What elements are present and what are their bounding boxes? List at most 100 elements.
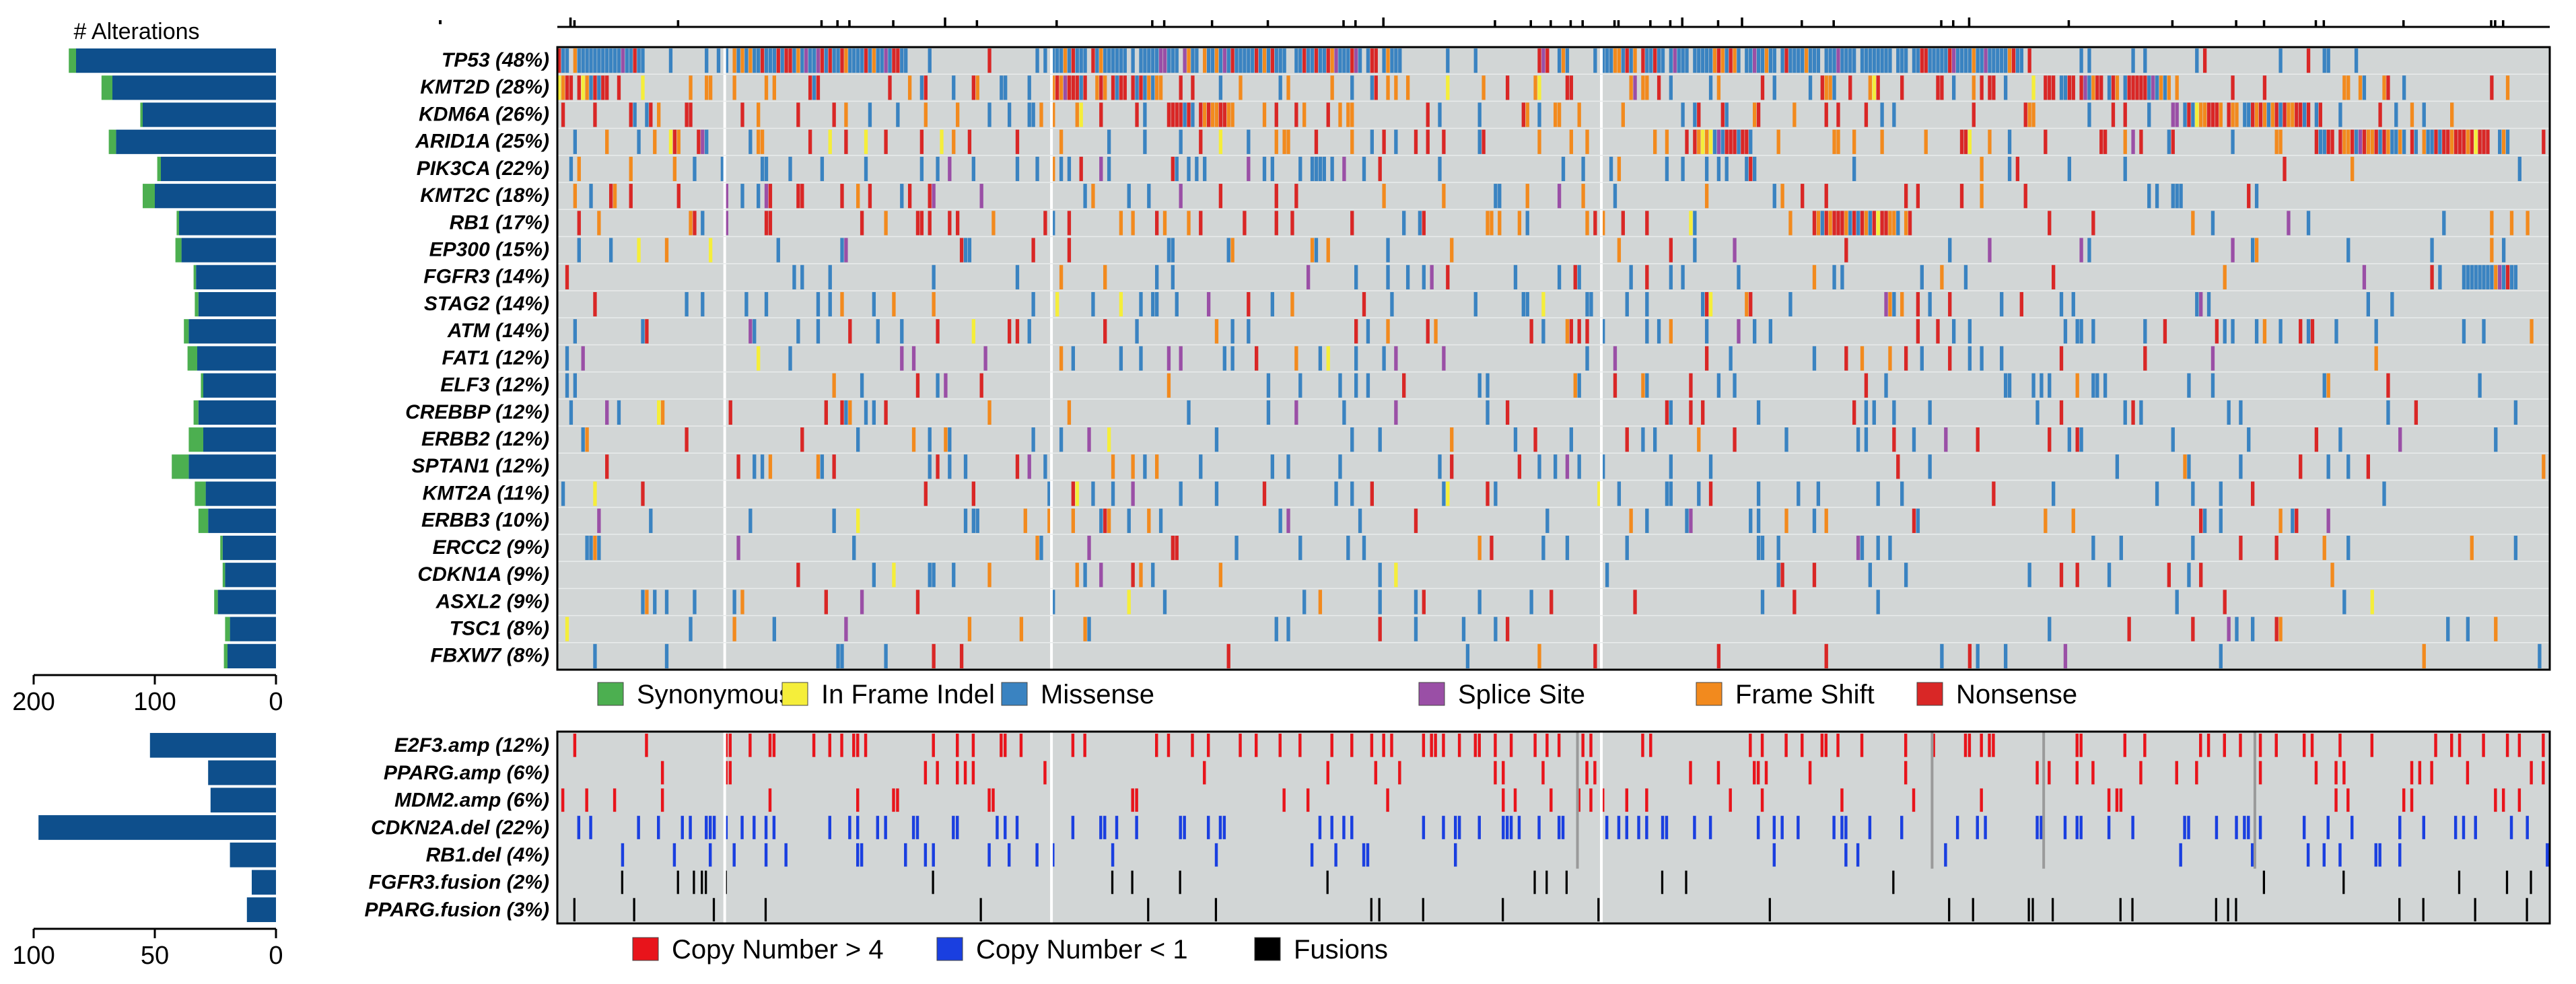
mutation-cell [900, 48, 904, 73]
mutation-cell [1366, 319, 1370, 344]
mutation-cell [565, 48, 569, 73]
mutation-cell [1968, 643, 1972, 668]
mutation-cell [2526, 211, 2530, 236]
mutation-cell [1286, 75, 1290, 100]
mutation-cell [2338, 129, 2342, 154]
gene-label: ASXL2 (9%) [436, 590, 549, 612]
mutation-cell [1720, 48, 1725, 73]
mutation-cell [1143, 75, 1147, 100]
copy-number-cell [2310, 734, 2314, 757]
copy-number-cell [701, 870, 703, 894]
mutation-cell [1226, 643, 1230, 668]
mutation-cell [2398, 129, 2402, 154]
annotation-tick [1741, 17, 1743, 27]
mutation-cell [1222, 102, 1226, 127]
copy-number-cell [2494, 788, 2497, 812]
copy-number-cell [637, 816, 640, 839]
mutation-cell [1712, 129, 1717, 154]
copy-number-cell [1167, 734, 1171, 757]
mutation-cell [2346, 129, 2351, 154]
mutation-cell [1195, 156, 1199, 182]
copy-number-cell [2418, 761, 2422, 785]
mutation-cell [1633, 75, 1637, 100]
mutation-cell [1171, 102, 1175, 127]
mutation-cell [1900, 75, 1904, 100]
mutation-cell [1079, 102, 1083, 127]
copy-number-legend: Copy Number > 4 Copy Number < 1 Fusions [632, 935, 1388, 964]
copy-number-axis-tick-label: 50 [141, 942, 169, 970]
mutation-cell [967, 129, 972, 154]
mutation-cell [637, 129, 641, 154]
mutation-cell [2386, 75, 2390, 100]
mutation-cell [664, 238, 669, 262]
mutation-bar-axis: 200 100 0 [12, 674, 283, 716]
mutation-cell [844, 238, 848, 262]
copy-number-cell [1932, 734, 1935, 757]
mutation-cell [2231, 102, 2235, 127]
mutation-cell [2211, 102, 2215, 127]
mutation-cell [915, 373, 920, 398]
mutation-cell [1035, 156, 1039, 182]
mutation-cell [1115, 48, 1119, 73]
copy-number-cell [728, 734, 732, 757]
mutation-cell [1669, 319, 1673, 344]
mutation-cell [1936, 48, 1940, 73]
mutation-cell [2342, 129, 2346, 154]
mutation-cell [1143, 129, 1147, 154]
copy-number-cell [1457, 734, 1461, 757]
mutation-cell [2063, 643, 2068, 668]
annotation-tick [2402, 20, 2405, 27]
mutation-cell [1585, 129, 1589, 154]
mutation-cell [577, 156, 581, 182]
mutation-cell [1103, 265, 1107, 289]
mutation-cell [1940, 643, 1944, 668]
mutation-cell [2513, 265, 2518, 289]
mutation-cell [1517, 454, 1522, 479]
mutation-cell [1541, 319, 1545, 344]
mutation-cell [2326, 373, 2330, 398]
annotation-tick [1669, 20, 1672, 27]
mutation-cell [2501, 238, 2506, 262]
mutation-cell [1342, 400, 1346, 425]
mutation-cell [2007, 156, 2012, 182]
mutation-cell [1230, 346, 1234, 371]
mutation-cell [796, 563, 800, 588]
copy-number-cell [1533, 870, 1536, 894]
mutation-cell [1963, 129, 1968, 154]
mutation-cell [577, 238, 581, 262]
mutation-cell [2091, 319, 2095, 344]
mutation-cell [633, 102, 637, 127]
mutation-cell [1653, 427, 1657, 452]
mutation-cell [657, 102, 661, 127]
mutation-cell [2027, 563, 2031, 588]
mutation-cell [2490, 238, 2494, 262]
mutation-cell [1980, 156, 1984, 182]
mutation-cell [1007, 102, 1012, 127]
mutation-cell [1091, 291, 1095, 317]
mutation-cell [1972, 48, 1976, 73]
mutation-cell [2027, 48, 2031, 73]
mutation-cell [1864, 211, 1869, 236]
mutation-cell [561, 481, 565, 506]
mutation-cell [1840, 211, 1844, 236]
mutation-cell [948, 454, 952, 479]
mutation-cell [1888, 535, 1892, 561]
copy-number-cell [987, 843, 991, 867]
mutation-cell [2466, 617, 2470, 641]
mutation-cell [1167, 102, 1171, 127]
copy-number-cell [2274, 734, 2278, 757]
mutation-cell [1704, 184, 1709, 209]
event-bar-3 [38, 815, 276, 840]
copy-number-cell [963, 761, 967, 785]
mutation-cell [1370, 129, 1374, 154]
copy-number-cell [1000, 734, 1003, 757]
mutation-cell [2048, 617, 2052, 641]
mutation-cell [2382, 75, 2386, 100]
mutation-cell [705, 75, 709, 100]
mutation-cell [1179, 346, 1183, 371]
mutation-cell [2322, 48, 2326, 73]
mutation-cell [1362, 535, 1366, 561]
mutation-cell [2159, 75, 2163, 100]
mutation-cell [928, 563, 932, 588]
mutation-cell [1043, 48, 1047, 73]
